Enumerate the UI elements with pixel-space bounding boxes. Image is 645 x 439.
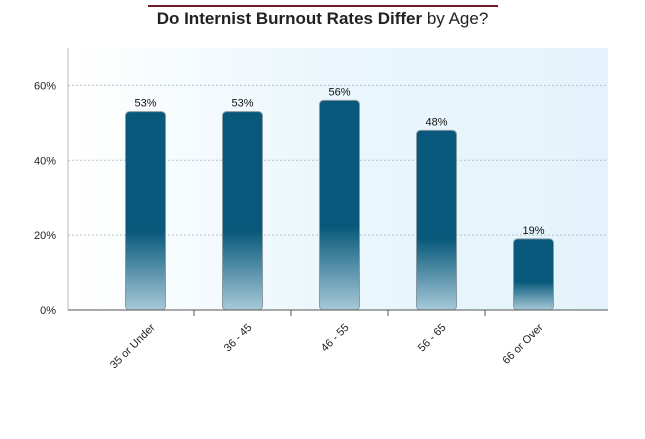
bar — [416, 129, 457, 311]
y-tick-label: 40% — [34, 155, 56, 167]
x-tick-label: 36 - 45 — [222, 322, 255, 355]
data-label: 53% — [231, 98, 253, 110]
title-rule — [148, 5, 498, 7]
data-label: 56% — [328, 86, 350, 98]
x-tick-label: 35 or Under — [108, 321, 158, 371]
y-tick-label: 60% — [34, 80, 56, 92]
x-tick-label: 46 - 55 — [319, 322, 352, 355]
chart-title: Do Internist Burnout Rates Differ by Age… — [0, 9, 645, 29]
data-label: 19% — [522, 225, 544, 237]
data-label: 48% — [425, 116, 447, 128]
chart-title-normal: by Age? — [426, 9, 489, 28]
bar — [513, 238, 554, 311]
y-tick-label: 20% — [34, 230, 56, 242]
x-tick-label: 66 or Over — [500, 321, 545, 366]
chart-title-bold: Do Internist Burnout Rates Differ — [156, 9, 423, 28]
y-tick-label: 0% — [40, 305, 56, 317]
x-tick-label: 56 - 65 — [416, 322, 449, 355]
data-label: 53% — [134, 98, 156, 110]
bar — [222, 111, 263, 311]
bar — [319, 99, 360, 311]
bar — [125, 111, 166, 311]
